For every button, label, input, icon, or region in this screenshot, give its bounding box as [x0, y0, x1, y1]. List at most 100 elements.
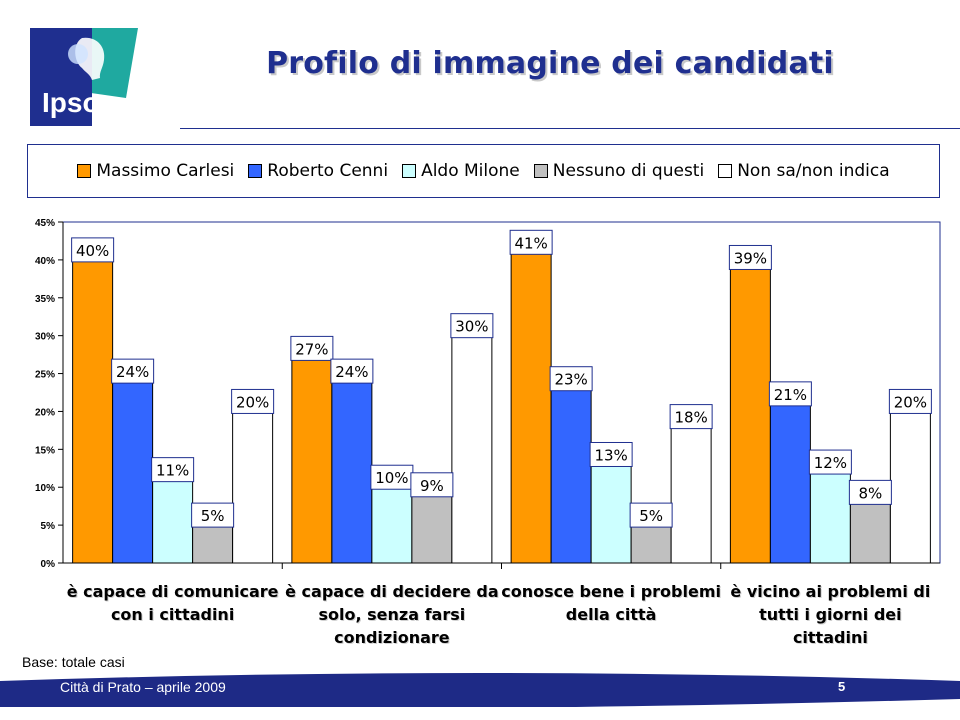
data-label-box	[509, 229, 553, 255]
data-label-box	[290, 335, 334, 361]
data-label-box	[71, 237, 115, 263]
base-note: Base: totale casi	[22, 654, 125, 670]
bar	[152, 479, 194, 564]
legend-label: Roberto Cenni	[267, 161, 389, 181]
bar	[331, 380, 373, 564]
data-label-box	[549, 366, 593, 392]
data-label: 18%	[674, 409, 707, 427]
page-title: Profilo di immagine dei candidati	[266, 46, 834, 81]
data-label-box	[888, 388, 932, 414]
bar	[72, 259, 114, 564]
data-label: 12%	[814, 454, 847, 472]
data-label: 40%	[76, 242, 109, 260]
data-label: 10%	[375, 469, 408, 487]
data-label: 5%	[201, 507, 225, 525]
data-label-box	[848, 479, 892, 505]
bar	[670, 426, 712, 564]
legend-swatch	[248, 164, 263, 178]
legend-item: Non sa/non indica	[718, 161, 890, 181]
page-number: 5	[838, 679, 846, 694]
bar	[451, 335, 493, 564]
logo-tree-icon	[68, 44, 88, 64]
data-label: 20%	[894, 393, 927, 411]
y-tick-label: 30%	[35, 332, 55, 343]
data-label-box	[410, 472, 454, 498]
data-label: 13%	[594, 446, 627, 464]
data-label: 41%	[514, 234, 547, 252]
legend-item: Nessuno di questi	[533, 161, 705, 181]
data-label: 30%	[455, 318, 488, 336]
bar	[411, 494, 453, 564]
bar	[550, 388, 592, 564]
x-category-label: è vicino ai problemi di tutti i giorni d…	[730, 582, 931, 647]
y-tick-label: 45%	[35, 218, 55, 229]
legend-item: Aldo Milone	[402, 161, 520, 181]
data-label-box	[330, 358, 374, 384]
bar	[729, 266, 771, 564]
data-label-box	[111, 358, 155, 384]
y-tick-label: 10%	[35, 483, 55, 494]
legend-label: Massimo Carlesi	[96, 161, 235, 181]
data-label: 24%	[335, 363, 368, 381]
data-label-box	[191, 502, 235, 528]
data-label: 8%	[858, 484, 882, 502]
legend-swatch	[77, 164, 92, 178]
y-tick-label: 15%	[35, 445, 55, 456]
data-label-box	[808, 449, 852, 475]
y-tick-label: 0%	[41, 559, 56, 570]
bar	[371, 486, 413, 564]
data-label: 39%	[734, 249, 767, 267]
y-tick-label: 35%	[35, 294, 55, 305]
data-label: 21%	[774, 386, 807, 404]
legend-swatch	[533, 164, 548, 178]
legend-label: Nessuno di questi	[552, 161, 705, 181]
data-label: 23%	[554, 371, 587, 389]
data-label-box	[768, 381, 812, 407]
data-label-box	[728, 244, 772, 270]
data-label: 20%	[236, 393, 269, 411]
y-tick-label: 25%	[35, 370, 55, 381]
logo-text: Ipsos	[42, 87, 115, 118]
data-label: 5%	[639, 507, 663, 525]
data-label-box	[450, 313, 494, 339]
footer-text: Città di Prato – aprile 2009	[60, 679, 226, 695]
ipsos-logo: Ipsos	[30, 28, 138, 126]
bar	[510, 251, 552, 564]
legend-swatch	[718, 164, 733, 178]
y-tick-label: 40%	[35, 256, 55, 267]
data-label: 11%	[156, 462, 189, 480]
x-category-label: è capace di comunicare con i cittadini	[66, 582, 279, 624]
data-label-box	[151, 457, 195, 483]
legend-item: Roberto Cenni	[248, 161, 388, 181]
data-label: 24%	[116, 363, 149, 381]
data-label-box	[589, 441, 633, 467]
data-label-box	[231, 388, 275, 414]
bar	[889, 410, 931, 564]
data-label-box	[629, 502, 673, 528]
bar	[849, 501, 891, 564]
x-category-label: conosce bene i problemi della città	[501, 582, 721, 624]
bar	[769, 403, 811, 564]
legend-item: Massimo Carlesi	[77, 161, 234, 181]
bar	[590, 463, 632, 564]
legend-label: Non sa/non indica	[737, 161, 890, 181]
data-label: 27%	[295, 340, 328, 358]
footer-bar	[0, 673, 960, 707]
data-label-box	[370, 464, 414, 490]
x-category-label: è capace di decidere da solo, senza fars…	[285, 582, 499, 647]
chart-legend: Massimo Carlesi Roberto Cenni Aldo Milone N…	[27, 144, 940, 198]
bar	[232, 410, 274, 564]
data-label: 9%	[420, 477, 444, 495]
y-tick-label: 20%	[35, 407, 55, 418]
bar	[809, 471, 851, 564]
legend-swatch	[402, 164, 417, 178]
bar	[192, 524, 234, 564]
bar	[112, 380, 154, 564]
footer-swoosh	[0, 673, 960, 707]
title-divider	[180, 128, 960, 129]
y-tick-label: 5%	[41, 521, 56, 532]
bar	[630, 524, 672, 564]
bar	[291, 357, 333, 564]
data-label-box	[669, 404, 713, 430]
